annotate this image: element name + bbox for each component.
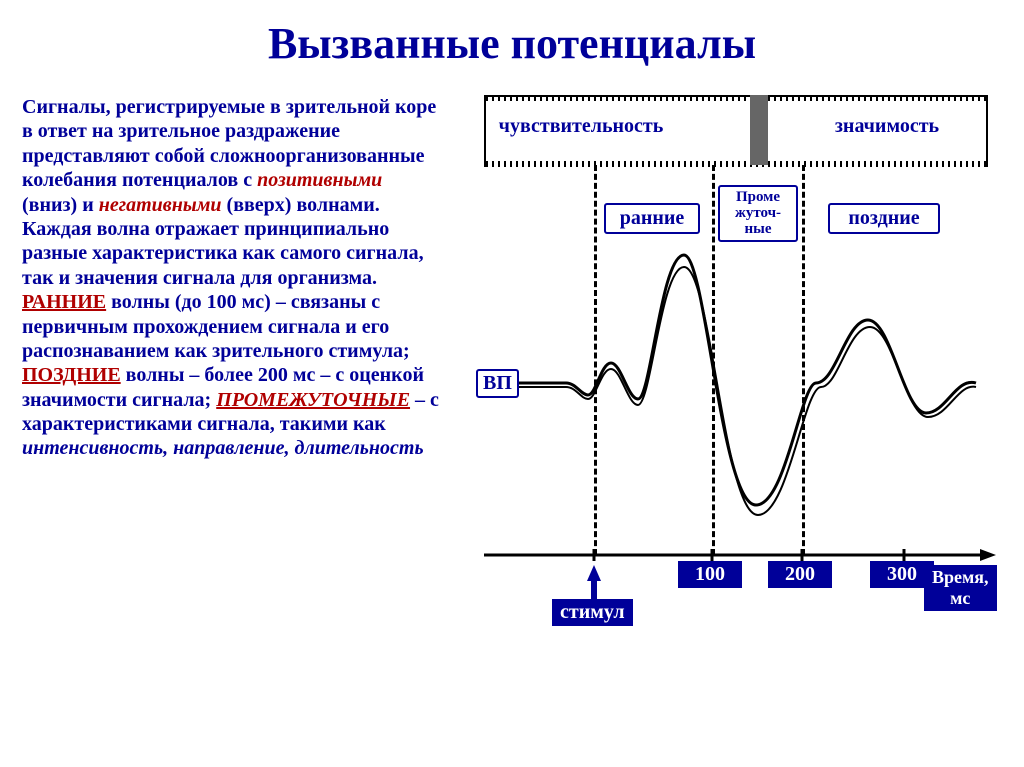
word-negative: негативными (99, 194, 222, 216)
waveform-svg (456, 95, 996, 615)
axis-label-time: Время, мс (924, 565, 997, 611)
evoked-potential-diagram: чувствительность значимость ранние Проме… (456, 95, 996, 655)
page-title: Вызванные потенциалы (0, 0, 1024, 75)
stimulus-arrow-stem (591, 581, 597, 599)
wave-shadow-path (476, 267, 976, 515)
word-late: ПОЗДНИЕ (22, 364, 121, 386)
content-row: Сигналы, регистрируемые в зрительной кор… (0, 75, 1024, 655)
wave-main-path (476, 255, 976, 505)
label-vp: ВП (476, 369, 519, 398)
x-axis-arrow-icon (980, 549, 996, 561)
word-properties: интенсивность, направление, длительность (22, 437, 424, 459)
diagram-column: чувствительность значимость ранние Проме… (456, 75, 996, 655)
label-stimulus: стимул (552, 599, 633, 626)
word-intermediate: ПРОМЕЖУТОЧНЫЕ (216, 389, 410, 411)
txt-seg: (вниз) и (22, 194, 99, 216)
word-positive: позитивными (257, 169, 382, 191)
text-column: Сигналы, регистрируемые в зрительной кор… (22, 75, 456, 655)
word-early: РАННИЕ (22, 291, 106, 313)
body-paragraph: Сигналы, регистрируемые в зрительной кор… (22, 95, 442, 461)
tick-label-100: 100 (678, 561, 742, 588)
tick-label-200: 200 (768, 561, 832, 588)
stimulus-arrow-icon (587, 565, 601, 581)
